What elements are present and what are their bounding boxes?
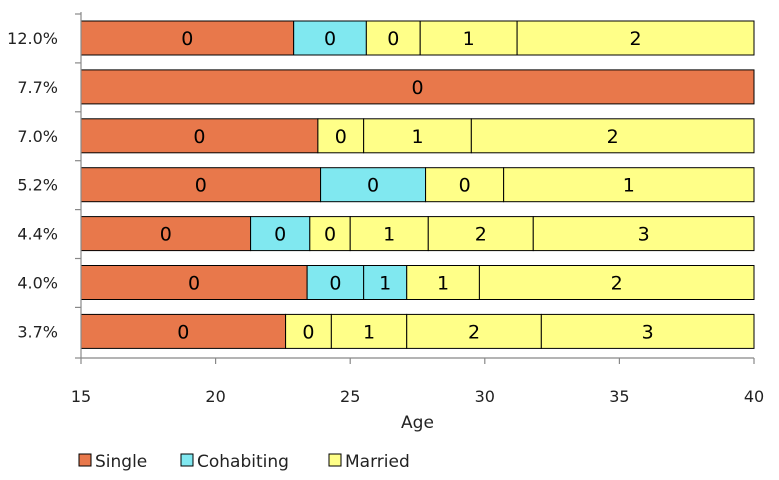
bar-segment-single	[80, 118, 319, 154]
y-tick-label: 3.7%	[17, 322, 58, 341]
x-tick-label: 15	[71, 387, 91, 406]
y-tick-label: 7.0%	[17, 127, 58, 146]
legend-item-single: Single	[78, 452, 147, 472]
segment-label: 0	[324, 28, 336, 50]
segment-label: 2	[607, 126, 619, 148]
segment-label: 2	[468, 321, 480, 343]
bar-row: 0 0 1 2 3	[80, 313, 755, 349]
y-tick-label: 4.0%	[17, 274, 58, 293]
segment-label: 0	[387, 28, 399, 50]
legend-label: Single	[95, 452, 147, 472]
bar-segment-cohabiting	[250, 216, 311, 252]
segment-label: 0	[411, 77, 423, 99]
bar-segment-married	[427, 216, 534, 252]
bar-row: 0 0 0 1 2	[80, 20, 755, 56]
bar-segment-married	[516, 20, 755, 56]
segment-label: 1	[379, 273, 391, 295]
bar-segment-married	[363, 118, 472, 154]
bar-segment-single	[80, 265, 308, 300]
bar-segment-married	[285, 313, 332, 349]
x-axis-title: Age	[401, 413, 434, 433]
legend: Single Cohabiting Married	[78, 452, 410, 472]
segment-label: 0	[181, 28, 193, 50]
bar-segment-married	[330, 313, 408, 349]
legend-swatch	[180, 453, 194, 467]
segment-label: 0	[335, 126, 347, 148]
segment-label: 0	[274, 224, 286, 246]
legend-item-married: Married	[328, 452, 410, 472]
bar-row: 0 0 0 1 2 3	[80, 216, 755, 252]
legend-swatch	[328, 453, 342, 467]
segment-label: 0	[302, 321, 314, 343]
y-tick-label: 7.7%	[17, 78, 58, 97]
bar-segment-married	[532, 216, 755, 252]
segment-label: 3	[638, 224, 650, 246]
segment-label: 0	[188, 273, 200, 295]
bar-segment-married	[540, 313, 755, 349]
bar-segment-married	[425, 167, 505, 203]
y-tick-label: 5.2%	[17, 176, 58, 195]
segment-label: 1	[363, 321, 375, 343]
segment-label: 1	[463, 28, 475, 50]
segment-label: 2	[611, 273, 623, 295]
bar-segment-cohabiting	[306, 265, 365, 300]
bar-segment-married	[349, 216, 429, 252]
segment-label: 2	[475, 224, 487, 246]
bar-segment-cohabiting	[293, 20, 367, 56]
segment-label: 3	[642, 321, 654, 343]
segment-label: 0	[195, 175, 207, 197]
legend-swatch	[78, 453, 92, 467]
bar-row: 0 0 0 1	[80, 167, 755, 203]
bar-segment-married	[317, 118, 365, 154]
bar-segment-married	[406, 313, 542, 349]
bar-segment-cohabiting	[363, 265, 408, 300]
segment-label: 0	[160, 224, 172, 246]
segment-label: 1	[383, 224, 395, 246]
y-tick-labels: 12.0% 7.7% 7.0% 5.2% 4.4% 4.0% 3.7%	[7, 13, 81, 359]
bar-row: 0	[80, 69, 755, 105]
bar-segment-married	[478, 265, 755, 300]
bars-group: 0 0 0 1 2 0 0 0 1 2 0 0 0 1 0 0 0 1 2 3 0 0 1 1 2 0 0 1 2 3	[80, 20, 755, 349]
segment-label: 2	[630, 28, 642, 50]
segment-label: 0	[193, 126, 205, 148]
legend-item-cohabiting: Cohabiting	[180, 452, 289, 472]
segment-label: 0	[177, 321, 189, 343]
bar-segment-married	[470, 118, 755, 154]
bar-row: 0 0 1 1 2	[80, 265, 755, 300]
segment-label: 1	[623, 175, 635, 197]
x-tick-label: 30	[475, 387, 495, 406]
segment-label: 1	[411, 126, 423, 148]
x-tick-label: 40	[744, 387, 764, 406]
segment-label: 1	[437, 273, 449, 295]
y-tick-label: 12.0%	[7, 29, 58, 48]
y-tick-label: 4.4%	[17, 225, 58, 244]
bar-segment-cohabiting	[320, 167, 427, 203]
bar-segment-married	[309, 216, 351, 252]
bar-segment-single	[80, 20, 295, 56]
x-tick-label: 25	[340, 387, 360, 406]
legend-label: Cohabiting	[197, 452, 289, 472]
legend-label: Married	[345, 452, 410, 472]
bar-segment-married	[365, 20, 421, 56]
bar-segment-married	[503, 167, 755, 203]
segment-label: 0	[459, 175, 471, 197]
x-tick-label: 20	[205, 387, 225, 406]
x-tick-labels: 15 20 25 30 35 40	[71, 358, 764, 406]
segment-label: 0	[367, 175, 379, 197]
segment-label: 0	[329, 273, 341, 295]
segment-label: 0	[324, 224, 336, 246]
axes-group	[80, 12, 754, 359]
x-tick-label: 35	[609, 387, 629, 406]
bar-row: 0 0 1 2	[80, 118, 755, 154]
